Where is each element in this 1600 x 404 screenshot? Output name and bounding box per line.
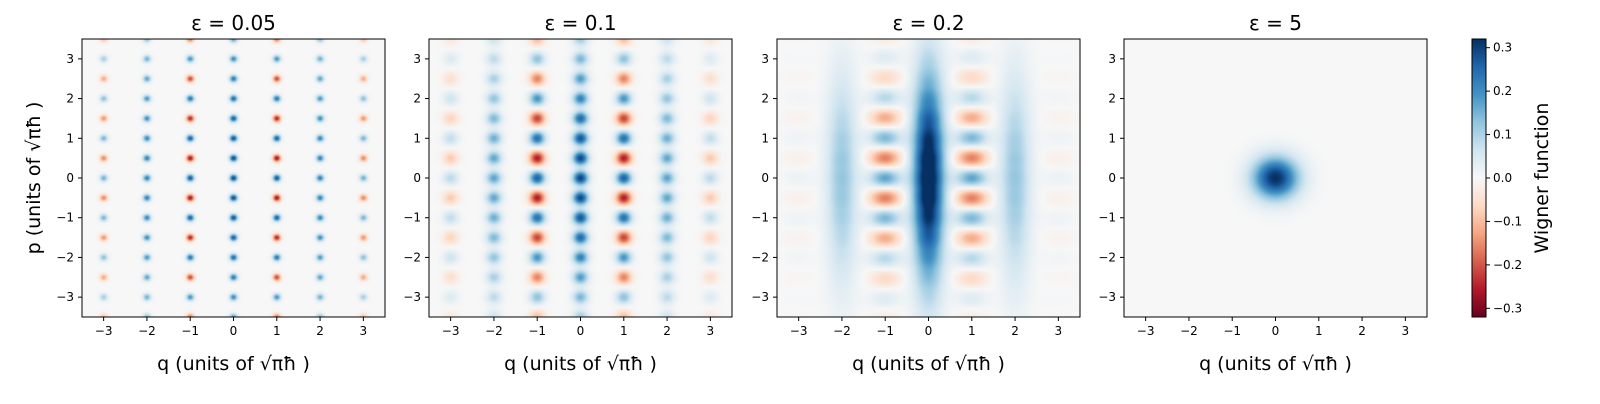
y-tick-label: 2 <box>1108 92 1116 106</box>
colorbar-gradient <box>1471 38 1487 318</box>
wigner-heatmap <box>777 39 1080 317</box>
colorbar-label: Wigner function <box>1531 103 1553 254</box>
y-tick-label: 0 <box>413 171 421 185</box>
x-tick-label: 0 <box>925 324 933 338</box>
colorbar-tick-label: −0.3 <box>1493 301 1522 315</box>
x-tick-label: 1 <box>273 324 281 338</box>
panel-title: ε = 0.2 <box>892 11 964 35</box>
panel-title: ε = 0.1 <box>544 11 616 35</box>
x-tick-label: 2 <box>316 324 324 338</box>
x-tick-label: 3 <box>1055 324 1063 338</box>
y-tick-label: −1 <box>1098 211 1116 225</box>
y-tick-label: 1 <box>1108 131 1116 145</box>
colorbar-tick-label: 0.1 <box>1493 128 1512 142</box>
x-tick-label: −2 <box>485 324 503 338</box>
y-tick-label: 3 <box>413 52 421 66</box>
x-tick-label: 1 <box>1315 324 1323 338</box>
y-tick-label: −1 <box>751 211 769 225</box>
panel-1: ε = 0.05 −3 −2 −1 0 1 2 3 −3 −2 −1 0 1 2 3 q (units of … <box>56 11 386 375</box>
y-tick-label: −3 <box>751 290 769 304</box>
y-tick-label: 2 <box>761 92 769 106</box>
x-tick-label: −2 <box>138 324 156 338</box>
x-tick-label: −1 <box>181 324 199 338</box>
x-axis-label: q (units of √πħ ) <box>1199 353 1352 375</box>
y-tick-label: −2 <box>403 250 421 264</box>
x-tick-label: −1 <box>1223 324 1241 338</box>
x-axis-label: q (units of √πħ ) <box>157 353 310 375</box>
y-tick-label: −2 <box>56 250 74 264</box>
y-tick-label: −3 <box>1098 290 1116 304</box>
x-tick-label: 2 <box>1358 324 1366 338</box>
x-axis-label: q (units of √πħ ) <box>504 353 657 375</box>
colorbar-tick-label: 0.2 <box>1493 84 1512 98</box>
wigner-heatmap <box>82 39 385 317</box>
y-tick-label: 3 <box>761 52 769 66</box>
colorbar-tick-label: 0.3 <box>1493 41 1512 55</box>
y-tick-label: −1 <box>403 211 421 225</box>
y-tick-label: 0 <box>761 171 769 185</box>
y-tick-label: −3 <box>403 290 421 304</box>
panel-3: ε = 0.2 −3 −2 −1 0 1 2 3 −3 −2 −1 0 1 2 3 q (units of √… <box>751 11 1081 375</box>
y-tick-label: 2 <box>413 92 421 106</box>
x-tick-label: 3 <box>707 324 715 338</box>
x-tick-label: 2 <box>663 324 671 338</box>
wigner-heatmap <box>429 39 732 317</box>
x-tick-label: −3 <box>95 324 113 338</box>
colorbar-tick-label: 0.0 <box>1493 171 1512 185</box>
y-tick-label: 1 <box>761 131 769 145</box>
colorbar-tick-label: −0.1 <box>1493 214 1522 228</box>
panel-title: ε = 5 <box>1249 11 1302 35</box>
x-tick-label: 1 <box>620 324 628 338</box>
y-tick-label: 3 <box>1108 52 1116 66</box>
y-tick-label: 0 <box>66 171 74 185</box>
y-tick-label: −2 <box>751 250 769 264</box>
y-tick-label: 3 <box>66 52 74 66</box>
x-tick-label: −2 <box>1180 324 1198 338</box>
panel-4: ε = 5 −3 −2 −1 0 1 2 3 −3 −2 −1 0 1 2 3 q (units of √πħ… <box>1098 11 1428 375</box>
x-tick-label: −3 <box>1137 324 1155 338</box>
y-tick-label: −1 <box>56 211 74 225</box>
x-tick-label: −1 <box>876 324 894 338</box>
x-tick-label: −3 <box>442 324 460 338</box>
x-tick-label: −1 <box>528 324 546 338</box>
y-tick-label: 0 <box>1108 171 1116 185</box>
y-axis-label: p (units of √πħ ) <box>23 102 45 255</box>
x-tick-label: 0 <box>230 324 238 338</box>
x-tick-label: 0 <box>577 324 585 338</box>
x-tick-label: 2 <box>1011 324 1019 338</box>
y-tick-label: 2 <box>66 92 74 106</box>
x-tick-label: −2 <box>833 324 851 338</box>
y-tick-label: 1 <box>66 131 74 145</box>
x-tick-label: 3 <box>360 324 368 338</box>
panel-title: ε = 0.05 <box>191 11 276 35</box>
x-axis-label: q (units of √πħ ) <box>852 353 1005 375</box>
y-tick-label: 1 <box>413 131 421 145</box>
colorbar: −0.3 −0.2 −0.1 0.0 0.1 0.2 0.3 Wigner function <box>1471 38 1553 318</box>
x-tick-label: −3 <box>790 324 808 338</box>
x-tick-label: 1 <box>968 324 976 338</box>
y-tick-label: −3 <box>56 290 74 304</box>
y-tick-label: −2 <box>1098 250 1116 264</box>
x-tick-label: 3 <box>1402 324 1410 338</box>
wigner-heatmap <box>1124 39 1427 317</box>
x-tick-label: 0 <box>1272 324 1280 338</box>
panel-2: ε = 0.1 −3 −2 −1 0 1 2 3 −3 −2 −1 0 1 2 3 q (units of √… <box>403 11 733 375</box>
colorbar-tick-label: −0.2 <box>1493 258 1522 272</box>
